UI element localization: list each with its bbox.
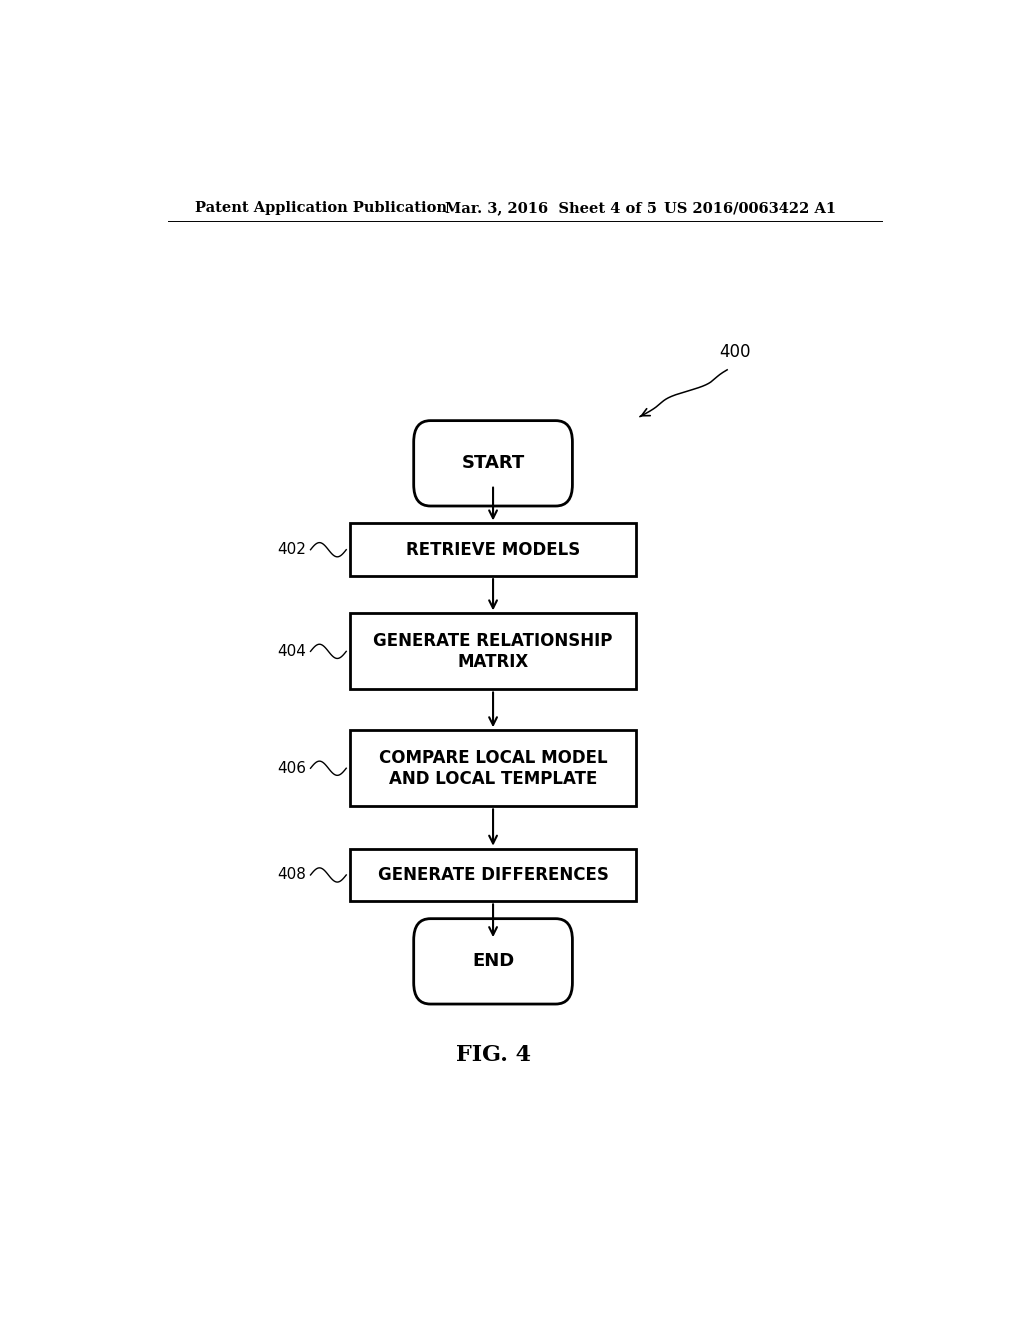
Text: RETRIEVE MODELS: RETRIEVE MODELS <box>406 541 581 558</box>
Text: COMPARE LOCAL MODEL
AND LOCAL TEMPLATE: COMPARE LOCAL MODEL AND LOCAL TEMPLATE <box>379 748 607 788</box>
Bar <box>350 849 636 902</box>
Text: Mar. 3, 2016  Sheet 4 of 5: Mar. 3, 2016 Sheet 4 of 5 <box>445 201 657 215</box>
Text: FIG. 4: FIG. 4 <box>456 1044 530 1065</box>
Text: 404: 404 <box>278 644 306 659</box>
Text: END: END <box>472 952 514 970</box>
Text: 406: 406 <box>278 760 306 776</box>
Text: GENERATE DIFFERENCES: GENERATE DIFFERENCES <box>378 866 608 884</box>
FancyBboxPatch shape <box>414 421 572 506</box>
FancyBboxPatch shape <box>414 919 572 1005</box>
Text: US 2016/0063422 A1: US 2016/0063422 A1 <box>664 201 836 215</box>
Bar <box>350 523 636 576</box>
Text: 408: 408 <box>278 867 306 883</box>
Text: 400: 400 <box>719 342 751 360</box>
Text: GENERATE RELATIONSHIP
MATRIX: GENERATE RELATIONSHIP MATRIX <box>374 632 612 671</box>
Text: Patent Application Publication: Patent Application Publication <box>196 201 447 215</box>
Bar <box>350 730 636 807</box>
Text: 402: 402 <box>278 543 306 557</box>
Bar <box>350 614 636 689</box>
Text: START: START <box>462 454 524 473</box>
